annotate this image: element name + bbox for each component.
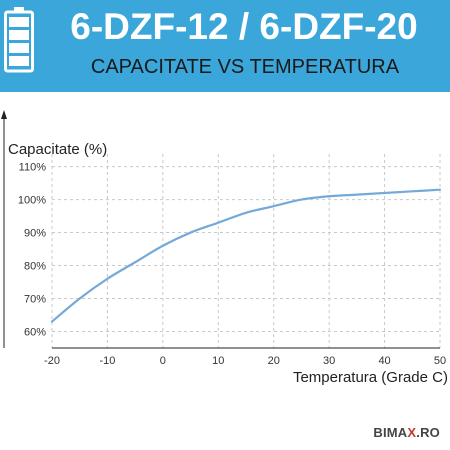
y-tick-label: 100% <box>18 195 46 207</box>
x-tick-label: 40 <box>378 355 390 367</box>
y-axis-label: Capacitate (%) <box>8 141 107 158</box>
battery-icon <box>4 7 34 73</box>
chart-axes <box>1 110 440 349</box>
y-tick-label: 90% <box>24 228 46 240</box>
logo-part3: .RO <box>416 425 440 440</box>
x-tick-label: 50 <box>434 355 446 367</box>
logo-part1: BIMA <box>373 425 408 440</box>
logo-part2: X <box>407 425 417 440</box>
chart-series <box>50 188 442 323</box>
bimax-logo: BIMAX.RO <box>373 425 440 440</box>
x-tick-label: 20 <box>268 355 280 367</box>
x-tick-label: 10 <box>212 355 224 367</box>
chart-ticks: -20 -10 0 10 20 30 40 50 60% 70% 80% 90% 100% 110% <box>18 162 446 367</box>
x-tick-label: -20 <box>44 355 60 367</box>
page-subtitle: CAPACITATE VS TEMPERATURA <box>90 56 400 78</box>
x-axis-label: Temperatura (Grade C) <box>293 369 448 386</box>
x-tick-label: -10 <box>99 355 115 367</box>
y-tick-label: 80% <box>24 261 46 273</box>
y-axis-arrow <box>1 110 7 119</box>
chart-grid <box>51 154 441 348</box>
y-tick-label: 60% <box>24 327 46 339</box>
y-tick-label: 70% <box>24 294 46 306</box>
capacity-line <box>50 188 442 323</box>
header-banner: 6-DZF-12 / 6-DZF-20 CAPACITATE VS TEMPER… <box>0 0 450 92</box>
capacity-temperature-chart: -20 -10 0 10 20 30 40 50 60% 70% 80% 90% 100% 110% Ca… <box>1 110 448 386</box>
x-tick-label: 30 <box>323 355 335 367</box>
page-title: 6-DZF-12 / 6-DZF-20 <box>70 6 418 47</box>
y-tick-label: 110% <box>19 162 47 174</box>
x-tick-label: 0 <box>160 355 166 367</box>
